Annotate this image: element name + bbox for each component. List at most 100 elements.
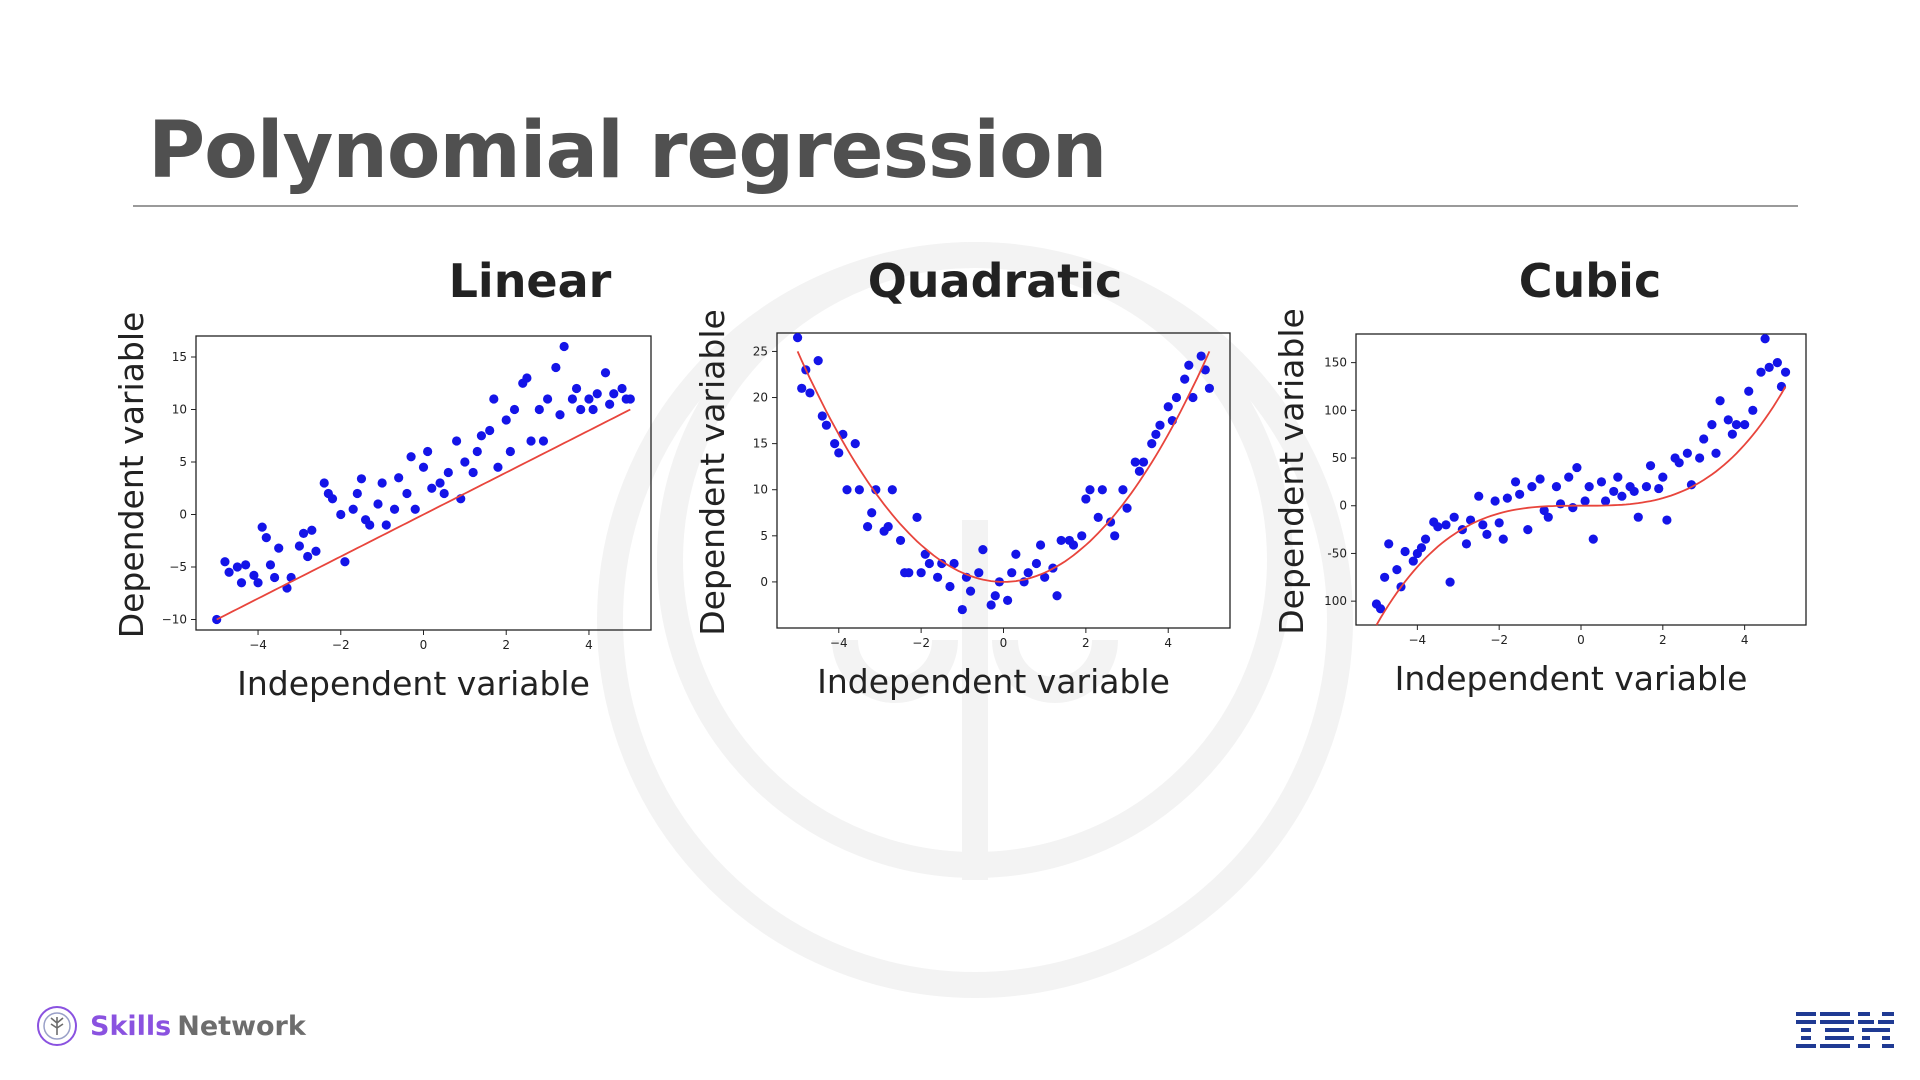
- data-point: [1617, 491, 1627, 501]
- data-point: [427, 483, 437, 493]
- chart-title: Quadratic: [867, 254, 1123, 308]
- data-point: [1686, 480, 1697, 490]
- data-point: [592, 389, 602, 399]
- data-point: [294, 541, 305, 551]
- data-point: [274, 543, 284, 553]
- data-point: [912, 512, 922, 522]
- x-axis-label: Independent variable: [237, 664, 590, 703]
- data-point: [895, 535, 906, 546]
- data-point: [232, 562, 242, 572]
- data-point: [1527, 482, 1537, 492]
- data-point: [1609, 486, 1619, 497]
- data-point: [937, 558, 947, 569]
- data-point: [797, 383, 807, 393]
- data-point: [1035, 540, 1046, 550]
- data-point: [389, 504, 400, 514]
- data-point: [365, 520, 375, 530]
- data-point: [212, 614, 222, 625]
- data-point: [501, 415, 511, 425]
- data-point: [1568, 503, 1578, 513]
- data-point: [1711, 448, 1721, 458]
- data-point: [1068, 540, 1079, 550]
- chart-title: Cubic: [1518, 254, 1662, 308]
- data-point: [1040, 572, 1050, 582]
- data-point: [1441, 520, 1451, 530]
- fit-curve: [796, 351, 1211, 583]
- y-tick-label: 5: [179, 455, 187, 469]
- data-point: [224, 567, 234, 577]
- data-point: [1731, 420, 1742, 430]
- data-point: [1756, 367, 1766, 377]
- data-point: [1535, 474, 1545, 484]
- x-tick-label: −4: [249, 638, 267, 652]
- data-point: [1151, 429, 1161, 440]
- data-point: [439, 488, 449, 499]
- data-point: [1180, 374, 1190, 384]
- data-point: [489, 394, 499, 404]
- data-point: [1408, 556, 1418, 566]
- data-point: [1474, 491, 1484, 501]
- data-point: [1023, 568, 1033, 578]
- data-point: [249, 570, 259, 580]
- data-point: [555, 410, 565, 420]
- data-point: [1564, 472, 1574, 482]
- data-point: [1449, 512, 1459, 522]
- data-point: [974, 568, 984, 578]
- data-point: [1715, 396, 1725, 406]
- data-point: [311, 546, 321, 556]
- data-point: [1760, 334, 1770, 344]
- data-point: [265, 560, 276, 570]
- data-point: [1596, 477, 1607, 487]
- y-tick-label: 100: [1324, 403, 1347, 417]
- data-point: [600, 368, 611, 378]
- data-point: [220, 557, 230, 567]
- data-point: [257, 522, 267, 532]
- cubic-chart: −4 −2 0 2 4 100 -50 0 50 100 150 Dependent variable…: [1272, 308, 1807, 698]
- data-point: [842, 485, 852, 495]
- data-point: [1695, 453, 1705, 463]
- x-axis-label: Independent variable: [1395, 659, 1748, 698]
- data-point: [1171, 392, 1182, 403]
- data-point: [1494, 518, 1504, 528]
- x-tick-label: 0: [1000, 636, 1008, 650]
- data-point: [476, 431, 487, 441]
- data-point: [534, 404, 544, 415]
- data-point: [236, 578, 247, 588]
- y-tick-label: 0: [179, 508, 187, 522]
- data-point: [1539, 505, 1549, 516]
- data-point: [485, 425, 495, 436]
- x-tick-label: 0: [420, 638, 428, 652]
- data-point: [1727, 429, 1737, 439]
- data-point: [792, 333, 803, 343]
- x-tick-label: −2: [1490, 633, 1508, 647]
- fit-curve: [1375, 386, 1787, 626]
- data-point: [588, 404, 598, 415]
- data-point: [1400, 546, 1410, 557]
- data-point: [381, 520, 391, 530]
- data-point: [269, 572, 280, 583]
- data-point: [990, 591, 1000, 601]
- data-point: [505, 446, 515, 457]
- brand-name: Skills Network: [90, 1011, 306, 1042]
- data-point: [1052, 591, 1062, 601]
- data-point: [1510, 477, 1521, 487]
- data-point: [307, 525, 317, 535]
- y-tick-label: −10: [162, 613, 187, 627]
- y-tick-label: 50: [1332, 451, 1347, 465]
- data-point: [356, 474, 367, 484]
- data-point: [867, 508, 877, 518]
- data-point: [327, 494, 338, 504]
- y-tick-label: 5: [760, 529, 768, 543]
- data-point: [584, 394, 594, 404]
- title-divider: [133, 205, 1798, 207]
- data-point: [394, 473, 404, 483]
- data-point: [924, 558, 934, 569]
- y-tick-label: 15: [172, 350, 187, 364]
- y-axis-label: Dependent variable: [1272, 308, 1311, 635]
- data-point: [319, 478, 329, 488]
- plot-frame: [195, 335, 652, 631]
- data-point: [1584, 482, 1594, 492]
- data-point: [559, 341, 569, 352]
- y-axis-label: Dependent variable: [112, 312, 151, 639]
- data-point: [1163, 402, 1173, 412]
